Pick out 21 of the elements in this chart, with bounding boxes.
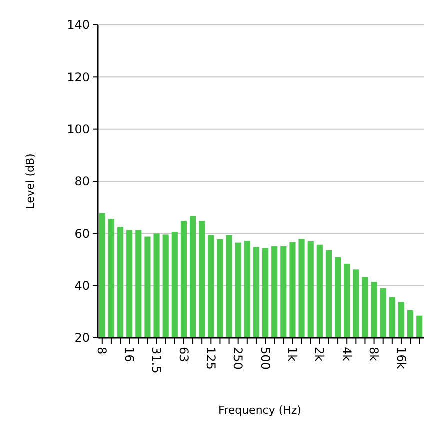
x-tick-label: 16k bbox=[394, 347, 408, 370]
x-tick-label: 250 bbox=[231, 347, 246, 370]
x-tick-label: 8k bbox=[367, 347, 382, 362]
x-tick-label: 1k bbox=[286, 347, 300, 362]
y-tick-label: 60 bbox=[74, 226, 90, 241]
y-tick-label: 140 bbox=[67, 18, 90, 32]
x-tick-label: 125 bbox=[204, 347, 218, 370]
x-tick-label: 31.5 bbox=[150, 347, 164, 374]
x-tick-label: 4k bbox=[340, 347, 354, 362]
y-tick-label: 80 bbox=[74, 174, 90, 189]
y-tick-label: 100 bbox=[67, 122, 90, 137]
x-axis-title: Frequency (Hz) bbox=[218, 404, 302, 417]
x-tick-label: 8 bbox=[95, 347, 110, 355]
x-tick-label: 2k bbox=[312, 347, 327, 362]
y-tick-label: 20 bbox=[74, 331, 90, 346]
x-tick-label: 16 bbox=[122, 347, 136, 362]
y-axis-title: Level (dB) bbox=[24, 154, 37, 210]
y-tick-label: 120 bbox=[67, 70, 90, 84]
y-tick-label: 40 bbox=[74, 279, 90, 294]
x-tick-label: 63 bbox=[176, 347, 191, 362]
x-tick-label: 500 bbox=[258, 347, 272, 370]
